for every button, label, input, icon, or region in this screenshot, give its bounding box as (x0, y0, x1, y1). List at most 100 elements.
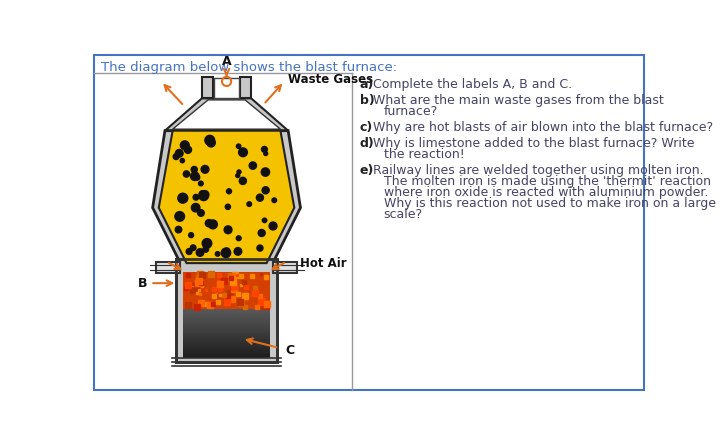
Text: Railway lines are welded together using molten iron.: Railway lines are welded together using … (373, 164, 703, 177)
Bar (184, 309, 270, 311)
Bar (184, 319, 270, 321)
Text: d): d) (360, 137, 374, 150)
Text: Why is this reaction not used to make iron on a large: Why is this reaction not used to make ir… (384, 197, 716, 210)
Bar (184, 352, 270, 355)
Circle shape (193, 194, 199, 200)
Text: A: A (222, 55, 231, 68)
Bar (184, 341, 270, 343)
Circle shape (264, 152, 268, 156)
Circle shape (215, 252, 220, 256)
Text: e): e) (360, 164, 374, 177)
Circle shape (175, 226, 181, 233)
Circle shape (227, 189, 232, 194)
Circle shape (257, 245, 263, 251)
Circle shape (236, 144, 240, 149)
Circle shape (256, 194, 264, 201)
Circle shape (237, 170, 241, 174)
Circle shape (261, 168, 269, 176)
Text: Why is limestone added to the blast furnace? Write: Why is limestone added to the blast furn… (373, 137, 694, 150)
Circle shape (236, 236, 241, 241)
Circle shape (175, 212, 184, 221)
Bar (184, 339, 270, 341)
Circle shape (224, 248, 230, 254)
Circle shape (176, 149, 183, 157)
Circle shape (202, 239, 212, 248)
Circle shape (207, 138, 215, 147)
Circle shape (225, 204, 230, 209)
Text: C: C (285, 344, 294, 357)
Bar (184, 354, 270, 356)
Circle shape (184, 171, 189, 177)
Circle shape (199, 191, 208, 201)
Circle shape (194, 175, 199, 180)
Circle shape (180, 158, 184, 163)
Circle shape (189, 233, 194, 238)
Circle shape (208, 220, 217, 229)
Text: c): c) (360, 121, 373, 134)
Polygon shape (165, 98, 288, 131)
Bar (184, 327, 270, 329)
Bar (184, 318, 270, 319)
Bar (184, 329, 270, 331)
Circle shape (234, 247, 242, 255)
Bar (273, 262, 297, 273)
Text: The molten iron is made using the 'thermit' reaction: The molten iron is made using the 'therm… (384, 175, 711, 188)
Bar (184, 348, 270, 349)
Polygon shape (159, 131, 294, 263)
Text: Hot Air: Hot Air (300, 258, 347, 270)
Circle shape (249, 162, 256, 169)
Circle shape (201, 191, 209, 199)
Circle shape (199, 191, 206, 197)
Bar (184, 312, 270, 314)
Circle shape (178, 193, 188, 203)
Circle shape (238, 148, 248, 157)
Circle shape (199, 181, 203, 186)
Circle shape (272, 198, 276, 202)
Bar (202, 77, 212, 98)
Circle shape (262, 218, 267, 223)
Polygon shape (153, 131, 300, 263)
Bar (184, 342, 270, 344)
Circle shape (197, 209, 204, 216)
Circle shape (239, 177, 246, 184)
Circle shape (261, 146, 267, 152)
Circle shape (221, 248, 230, 258)
Bar (184, 331, 270, 333)
Bar (156, 262, 180, 273)
Bar (240, 77, 251, 98)
Bar (184, 322, 270, 325)
Circle shape (192, 203, 200, 212)
Bar (176, 259, 277, 362)
Text: Why are hot blasts of air blown into the blast furnace?: Why are hot blasts of air blown into the… (373, 121, 713, 134)
Circle shape (201, 165, 209, 173)
Bar (184, 316, 270, 318)
Circle shape (191, 172, 199, 180)
Text: Waste Gases: Waste Gases (288, 73, 373, 86)
Circle shape (269, 222, 277, 230)
Bar (184, 349, 270, 351)
Bar (184, 272, 270, 309)
Bar (184, 314, 270, 316)
Bar (184, 333, 270, 334)
Bar (184, 336, 270, 338)
Bar (184, 310, 270, 313)
Text: scale?: scale? (384, 209, 423, 221)
Circle shape (247, 202, 251, 206)
Circle shape (186, 249, 192, 254)
Polygon shape (173, 100, 281, 129)
Text: What are the main waste gases from the blast: What are the main waste gases from the b… (373, 94, 664, 107)
Circle shape (181, 141, 189, 149)
Bar (184, 321, 270, 323)
Bar (184, 324, 270, 326)
Bar (176, 259, 277, 362)
Text: furnace?: furnace? (384, 105, 438, 118)
Bar (184, 356, 270, 358)
Text: B: B (138, 277, 148, 290)
Circle shape (197, 249, 204, 256)
Bar (184, 351, 270, 353)
Circle shape (205, 220, 212, 227)
Circle shape (224, 226, 232, 234)
Circle shape (192, 166, 197, 172)
Circle shape (262, 187, 269, 194)
Text: The diagram below shows the blast furnace:: The diagram below shows the blast furnac… (101, 61, 397, 75)
